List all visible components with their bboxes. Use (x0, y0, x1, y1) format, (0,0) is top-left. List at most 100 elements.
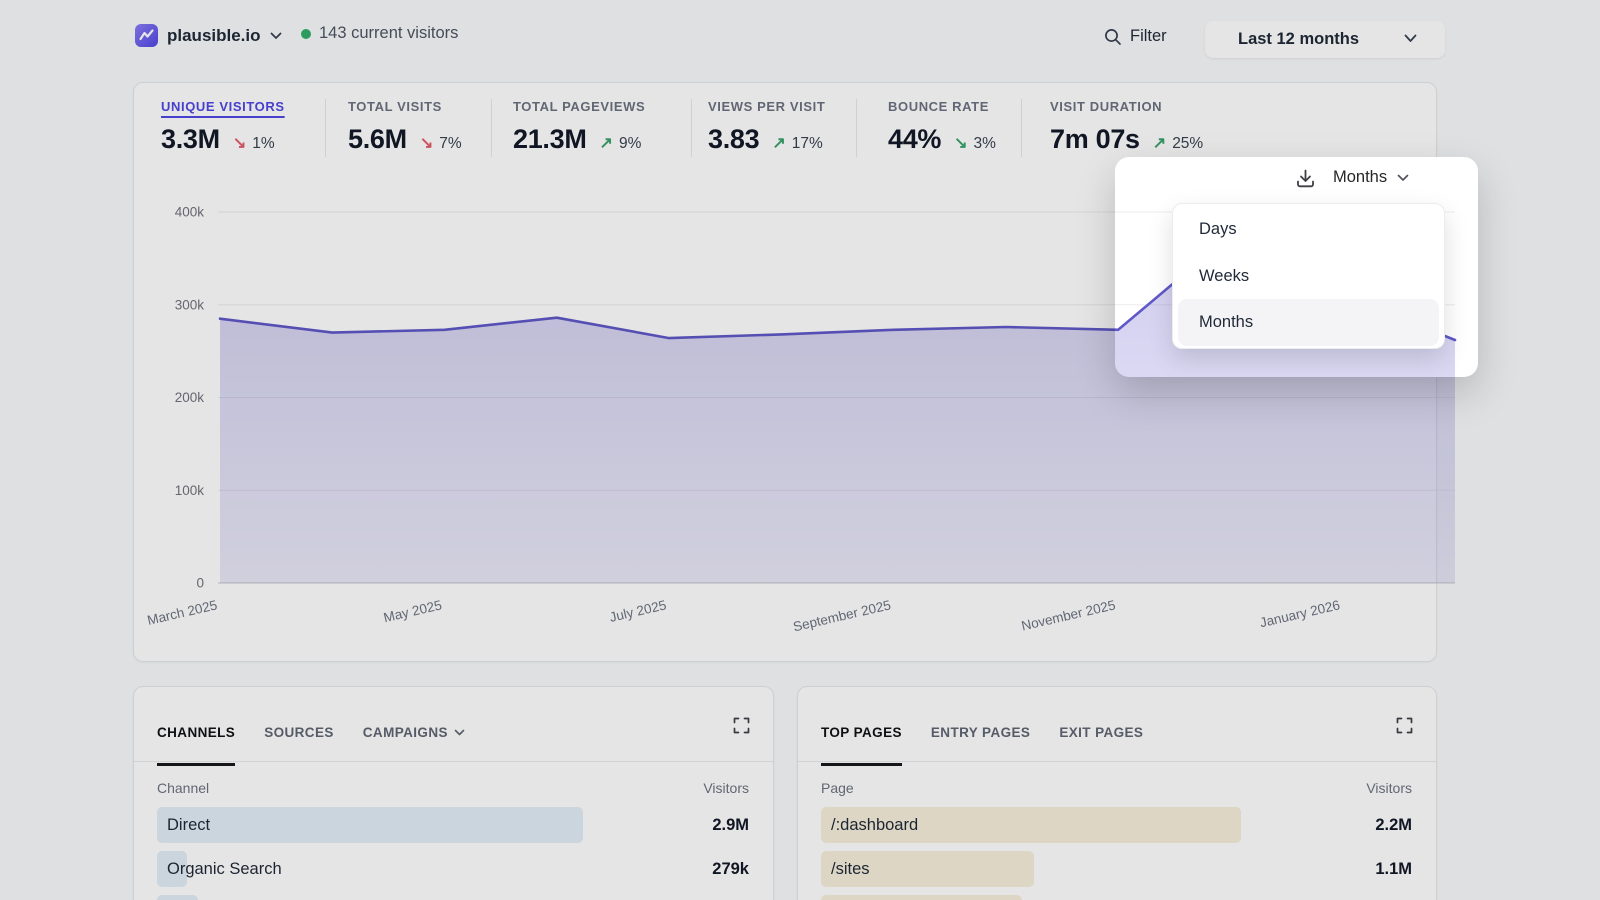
stat-change: 7% (439, 135, 462, 152)
svg-text:0: 0 (196, 576, 204, 591)
chevron-down-icon (454, 729, 465, 736)
row-label: Direct (167, 815, 211, 834)
chevron-down-icon (1397, 174, 1409, 181)
stat-change: 17% (791, 135, 823, 152)
expand-icon[interactable] (733, 717, 750, 739)
search-icon (1105, 28, 1121, 45)
stat-value: 5.6M (348, 124, 407, 154)
interval-selector[interactable]: Months (1333, 168, 1409, 187)
interval-dropdown-menu: Days Weeks Months (1172, 203, 1445, 349)
current-visitors[interactable]: 143 current visitors (301, 24, 458, 43)
chart-toolbar: Months (1115, 157, 1478, 201)
stat-divider (691, 99, 692, 157)
row-bar (821, 851, 1034, 887)
chevron-down-icon (1404, 34, 1417, 42)
stat-block[interactable]: TOTAL PAGEVIEWS 21.3M ↗ 9% (513, 99, 645, 155)
menu-item-months[interactable]: Months (1178, 299, 1439, 347)
interval-selected: Months (1333, 168, 1388, 186)
stat-block[interactable]: VIEWS PER VISIT 3.83 ↗ 17% (708, 99, 825, 155)
stat-label: TOTAL VISITS (348, 99, 442, 114)
stat-change-arrow-icon: ↗ (772, 135, 786, 152)
stat-divider (325, 99, 326, 157)
svg-text:300k: 300k (175, 297, 205, 312)
stat-divider (856, 99, 857, 157)
menu-item-days[interactable]: Days (1199, 219, 1237, 238)
current-visitors-label: 143 current visitors (319, 24, 459, 42)
table-row[interactable] (821, 895, 1412, 900)
filter-label: Filter (1130, 27, 1167, 45)
svg-text:100k: 100k (175, 483, 205, 498)
table-row[interactable]: Organic Search 279k (157, 851, 749, 887)
live-dot-icon (301, 28, 311, 39)
svg-text:200k: 200k (175, 390, 205, 405)
stat-change: 1% (252, 135, 275, 152)
stat-label: BOUNCE RATE (888, 99, 989, 114)
site-name: plausible.io (167, 25, 261, 45)
row-bar (157, 851, 187, 887)
expand-icon[interactable] (1396, 717, 1413, 739)
date-range-picker[interactable]: Last 12 months (1205, 21, 1445, 58)
tab-entry-pages[interactable]: ENTRY PAGES (930, 725, 1031, 740)
date-range-value: Last 12 months (1238, 30, 1360, 48)
tab-campaigns[interactable]: CAMPAIGNS (363, 725, 465, 740)
download-icon[interactable] (1295, 168, 1316, 194)
stat-value: 44% (888, 124, 942, 154)
row-bar (821, 895, 1022, 900)
column-header-channel: Channel (157, 780, 210, 796)
row-label: /:dashboard (831, 815, 919, 834)
stat-change-arrow-icon: ↘ (232, 135, 247, 152)
pages-card: TOP PAGES ENTRY PAGES EXIT PAGES Page Visi… (797, 686, 1437, 900)
row-value: 1.1M (1375, 859, 1412, 878)
svg-text:400k: 400k (175, 205, 205, 220)
table-row[interactable]: Direct 2.9M (157, 807, 749, 843)
tab-sources[interactable]: SOURCES (264, 725, 334, 740)
row-value: 279k (712, 859, 749, 878)
stat-value: 3.3M (161, 124, 220, 154)
stat-change-arrow-icon: ↗ (1152, 135, 1167, 152)
stat-change: 3% (973, 135, 996, 152)
stat-divider (1021, 99, 1022, 157)
tab-exit-pages[interactable]: EXIT PAGES (1059, 725, 1144, 740)
chevron-down-icon (270, 32, 281, 39)
stat-change-arrow-icon: ↘ (419, 135, 434, 152)
stat-label: VISIT DURATION (1050, 99, 1163, 114)
site-switcher[interactable]: plausible.io (135, 24, 282, 47)
stat-value: 7m 07s (1050, 124, 1140, 154)
row-bar (157, 807, 584, 843)
stat-change-arrow-icon: ↗ (599, 135, 613, 152)
menu-item-weeks[interactable]: Weeks (1199, 266, 1250, 285)
row-value: 2.2M (1375, 815, 1412, 834)
tab-channels[interactable]: CHANNELS (157, 725, 236, 766)
tab-top-pages[interactable]: TOP PAGES (821, 725, 902, 766)
stat-label: VIEWS PER VISIT (708, 99, 826, 114)
stat-change: 9% (618, 135, 642, 152)
stat-change-arrow-icon: ↘ (954, 135, 968, 152)
channels-card: CHANNELS SOURCES CAMPAIGNS Channel Visitor… (133, 686, 774, 900)
stat-value: 21.3M (513, 124, 587, 154)
column-header-page: Page (821, 780, 854, 796)
column-header-visitors: Visitors (1366, 780, 1412, 796)
row-bar (157, 895, 199, 900)
stat-label: TOTAL PAGEVIEWS (513, 99, 646, 114)
filter-button[interactable]: Filter (1104, 27, 1167, 46)
table-row[interactable]: /:dashboard 2.2M (821, 807, 1412, 843)
stat-block[interactable]: BOUNCE RATE 44% ↘ 3% (888, 99, 996, 155)
column-header-visitors: Visitors (703, 780, 749, 796)
tabs-divider (798, 761, 1436, 762)
table-row[interactable] (157, 895, 749, 900)
stat-block[interactable]: TOTAL VISITS 5.6M ↘ 7% (348, 99, 462, 155)
table-row[interactable]: /sites 1.1M (821, 851, 1412, 887)
stat-change: 25% (1172, 135, 1204, 152)
stat-divider (491, 99, 492, 157)
row-label: Organic Search (167, 859, 282, 878)
stat-value: 3.83 (708, 124, 760, 154)
stat-label: UNIQUE VISITORS (161, 99, 285, 114)
row-value: 2.9M (712, 815, 749, 834)
tabs-divider (134, 761, 773, 762)
stat-block[interactable]: VISIT DURATION 7m 07s ↗ 25% (1050, 99, 1203, 155)
stat-block[interactable]: UNIQUE VISITORS 3.3M ↘ 1% (161, 99, 285, 155)
row-label: /sites (831, 859, 870, 878)
